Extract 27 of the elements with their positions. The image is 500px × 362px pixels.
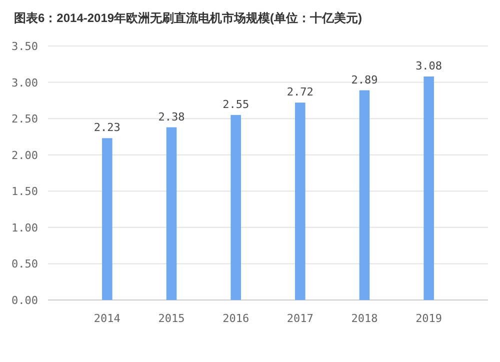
y-tick-label: 1.50 [12, 185, 38, 198]
bar [102, 138, 112, 300]
y-tick-label: 1.00 [12, 221, 38, 234]
y-tick-label: 3.50 [12, 40, 38, 53]
y-tick-label: 2.50 [12, 112, 38, 126]
y-tick-label: 0.50 [12, 258, 38, 271]
y-tick-label: 0.00 [12, 294, 38, 307]
bar [166, 127, 177, 300]
bar [359, 90, 370, 300]
bar [424, 76, 434, 300]
bar [295, 102, 306, 300]
x-tick-label: 2019 [416, 312, 442, 325]
x-tick-label: 2015 [158, 312, 185, 325]
data-label: 2.55 [222, 98, 250, 111]
y-tick-label: 3.00 [12, 76, 38, 90]
x-tick-label: 2017 [286, 312, 314, 325]
bar [230, 114, 241, 300]
x-tick-label: 2018 [351, 312, 378, 325]
data-label: 3.08 [416, 59, 442, 72]
data-label: 2.23 [94, 121, 120, 134]
x-tick-label: 2014 [94, 312, 121, 325]
data-label: 2.89 [351, 73, 378, 86]
data-label: 2.38 [158, 110, 185, 124]
data-label: 2.72 [286, 86, 314, 99]
x-tick-label: 2016 [222, 312, 250, 325]
y-tick-label: 2.00 [12, 148, 38, 162]
chart-title: 图表6：2014-2019年欧洲无刷直流电机市场规模(单位：十亿美元) [14, 11, 362, 25]
